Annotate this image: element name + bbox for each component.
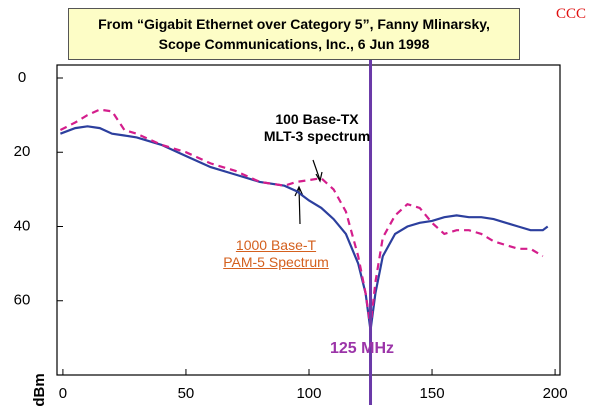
- y-tick-label: 0: [18, 69, 26, 86]
- y-axis-label: dBm: [31, 373, 48, 406]
- source-box: From “Gigabit Ethernet over Category 5”,…: [68, 8, 520, 60]
- series-label: 100 Base-TX MLT-3 spectrum: [263, 111, 371, 144]
- series-line: [60, 125, 549, 331]
- y-tick-label: 20: [14, 143, 31, 160]
- x-tick-label: 100: [296, 385, 321, 402]
- source-line: From “Gigabit Ethernet over Category 5”,…: [98, 16, 490, 32]
- marker-label: 125 MHz: [330, 340, 395, 357]
- arrow-head: [315, 171, 323, 183]
- arrow: [312, 159, 321, 181]
- x-tick-label: 50: [178, 385, 195, 402]
- y-tick-label: 60: [14, 292, 31, 309]
- x-tick-label: 150: [420, 385, 445, 402]
- arrow-head: [294, 185, 304, 197]
- y-tick-label: 40: [14, 217, 31, 234]
- series-line: [59, 108, 544, 327]
- source-line: Scope Communications, Inc., 6 Jun 1998: [158, 36, 430, 52]
- watermark: CCC: [556, 6, 587, 22]
- x-tick-label: 200: [543, 385, 568, 402]
- x-tick-label: 0: [59, 385, 67, 402]
- series-label: 1000 Base-T PAM-5 Spectrum: [223, 237, 329, 270]
